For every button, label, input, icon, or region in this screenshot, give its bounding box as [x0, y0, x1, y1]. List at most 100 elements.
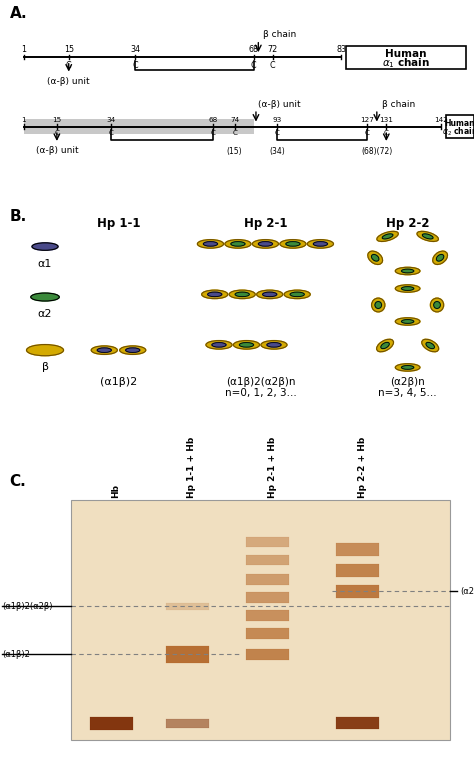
Ellipse shape [401, 320, 414, 323]
Text: 34: 34 [130, 45, 140, 54]
Text: $\alpha_1$ chain: $\alpha_1$ chain [382, 56, 430, 70]
Ellipse shape [395, 318, 420, 325]
Text: B.: B. [9, 209, 27, 224]
Bar [337, 585, 379, 598]
Bar [337, 718, 379, 729]
Text: A.: A. [9, 6, 27, 21]
Ellipse shape [382, 234, 393, 239]
Text: C: C [251, 61, 256, 70]
Text: Human: Human [445, 119, 474, 128]
Ellipse shape [280, 239, 306, 248]
Bar [90, 717, 133, 730]
Text: C: C [232, 130, 237, 136]
Text: C: C [211, 130, 216, 136]
Text: C: C [109, 130, 114, 136]
Text: 68: 68 [209, 118, 218, 123]
Text: 15: 15 [52, 118, 62, 123]
Bar [166, 646, 209, 663]
Ellipse shape [208, 292, 222, 296]
Bar [337, 564, 379, 577]
Text: (α1β)2: (α1β)2 [100, 377, 137, 387]
Bar [166, 646, 209, 663]
Text: C: C [270, 61, 275, 70]
Text: 68: 68 [248, 45, 259, 54]
Text: 74: 74 [230, 118, 239, 123]
Bar [337, 564, 379, 577]
Ellipse shape [395, 267, 420, 275]
Text: 142: 142 [434, 118, 448, 123]
Ellipse shape [377, 231, 398, 242]
Ellipse shape [229, 290, 255, 299]
Text: Hp 2-1: Hp 2-1 [244, 217, 287, 230]
Bar [246, 574, 289, 584]
Ellipse shape [239, 343, 254, 347]
Bar [337, 718, 379, 729]
Ellipse shape [261, 340, 287, 349]
Text: β chain: β chain [382, 99, 415, 109]
Ellipse shape [284, 290, 310, 299]
Ellipse shape [234, 340, 260, 349]
Ellipse shape [434, 302, 440, 309]
Text: 83: 83 [336, 45, 346, 54]
Text: Hp 2-1 + Hb: Hp 2-1 + Hb [268, 437, 277, 498]
Bar [337, 585, 379, 598]
Text: Hp 2-2 + Hb: Hp 2-2 + Hb [358, 437, 367, 498]
Ellipse shape [422, 340, 438, 352]
Ellipse shape [401, 286, 414, 290]
Ellipse shape [286, 242, 300, 246]
Ellipse shape [267, 343, 281, 347]
Ellipse shape [212, 343, 226, 347]
Text: C: C [55, 130, 59, 136]
Ellipse shape [27, 345, 64, 356]
Ellipse shape [258, 242, 273, 246]
Bar [246, 554, 289, 565]
Ellipse shape [426, 343, 435, 349]
Ellipse shape [231, 242, 245, 246]
FancyBboxPatch shape [346, 45, 466, 69]
Bar [246, 649, 289, 660]
Text: (α2β)3: (α2β)3 [460, 587, 474, 596]
Ellipse shape [126, 348, 140, 353]
FancyBboxPatch shape [446, 115, 474, 138]
Ellipse shape [377, 340, 393, 352]
Ellipse shape [32, 243, 58, 250]
Bar [337, 543, 379, 556]
Ellipse shape [91, 346, 118, 354]
Text: 127: 127 [360, 118, 374, 123]
Text: (34): (34) [269, 147, 285, 156]
Ellipse shape [381, 343, 389, 349]
Text: 15: 15 [64, 45, 74, 54]
Text: C: C [275, 130, 280, 136]
Text: $\alpha_2$ chain: $\alpha_2$ chain [442, 126, 474, 139]
Bar [246, 628, 289, 638]
Text: (15): (15) [227, 147, 242, 156]
Text: 1: 1 [21, 45, 26, 54]
Text: 34: 34 [107, 118, 116, 123]
Ellipse shape [202, 290, 228, 299]
Bar [246, 649, 289, 660]
Text: (α1β)2(α2β): (α1β)2(α2β) [2, 602, 53, 611]
Text: (α-β) unit: (α-β) unit [36, 146, 78, 155]
Text: C: C [66, 61, 72, 70]
Ellipse shape [307, 239, 334, 248]
Bar [24, 119, 254, 134]
Ellipse shape [206, 340, 232, 349]
Bar [166, 603, 209, 610]
Text: Hp 1-1 + Hb: Hp 1-1 + Hb [187, 437, 196, 498]
Bar [246, 592, 289, 603]
Bar [246, 574, 289, 584]
Ellipse shape [372, 298, 385, 312]
Bar [166, 719, 209, 728]
Bar [246, 610, 289, 621]
Ellipse shape [257, 290, 283, 299]
Text: C.: C. [9, 474, 26, 489]
Ellipse shape [430, 298, 444, 312]
Ellipse shape [422, 234, 433, 239]
Text: (α1β)2: (α1β)2 [2, 650, 30, 659]
Text: Hp 1-1: Hp 1-1 [97, 217, 140, 230]
Bar [246, 537, 289, 547]
Bar [246, 610, 289, 621]
Text: (α-β) unit: (α-β) unit [258, 99, 301, 109]
Text: α1: α1 [38, 259, 52, 269]
Text: (α-β) unit: (α-β) unit [47, 76, 90, 85]
